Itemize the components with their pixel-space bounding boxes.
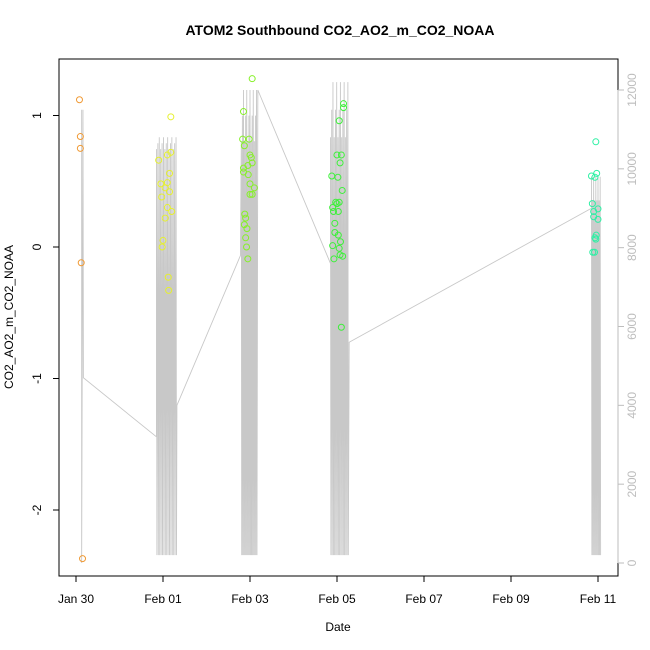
data-point: [159, 236, 167, 244]
data-point: [243, 225, 251, 233]
data-point: [166, 169, 174, 177]
data-point: [163, 204, 171, 212]
data-point: [334, 231, 342, 239]
x-tick-label: Feb 11: [580, 592, 617, 606]
secondary-series-lines: [81, 82, 602, 564]
data-point: [594, 215, 602, 223]
data-point: [242, 214, 250, 222]
data-point: [241, 210, 249, 218]
data-point: [331, 219, 339, 227]
data-point: [167, 113, 175, 121]
y2-axis: 0 2000 4000 6000 8000 10000 12000: [617, 73, 639, 566]
data-point: [76, 133, 84, 141]
data-point: [334, 173, 342, 181]
data-point: [246, 190, 254, 198]
secondary-trace: [81, 82, 602, 564]
y-tick-label: 1: [30, 112, 44, 119]
data-point: [592, 231, 600, 239]
x-tick-label: Feb 03: [231, 592, 269, 606]
y2-tick-label: 12000: [625, 73, 639, 107]
data-point: [250, 184, 258, 192]
data-point: [248, 190, 256, 198]
x-tick-label: Jan 30: [58, 592, 94, 606]
data-point: [334, 207, 342, 215]
y-axis-title: CO2_AO2_m_CO2_NOAA: [2, 245, 16, 389]
data-point: [335, 117, 343, 125]
data-point: [240, 142, 248, 150]
data-point: [248, 75, 256, 83]
data-point: [338, 186, 346, 194]
data-point: [332, 198, 340, 206]
data-point: [158, 243, 166, 251]
data-point: [244, 161, 252, 169]
y-tick-label: -1: [30, 373, 44, 384]
data-point: [330, 207, 338, 215]
x-tick-label: Feb 07: [405, 592, 443, 606]
data-point: [592, 138, 600, 146]
data-point: [336, 238, 344, 246]
data-point: [246, 180, 254, 188]
x-axis: Jan 30 Feb 01 Feb 03 Feb 05 Feb 07 Feb 09 Feb …: [58, 575, 617, 606]
data-point: [333, 200, 341, 208]
y-axis: 1 0 -1 -2: [30, 112, 60, 515]
data-point: [239, 135, 247, 143]
data-point: [242, 234, 250, 242]
y2-tick-label: 0: [625, 559, 639, 566]
data-point: [245, 135, 253, 143]
data-point: [244, 171, 252, 179]
data-point: [243, 243, 251, 251]
data-point: [594, 205, 602, 213]
data-point: [168, 207, 176, 215]
y2-tick-label: 4000: [625, 392, 639, 419]
data-point: [591, 173, 599, 181]
y2-tick-label: 6000: [625, 313, 639, 340]
data-point: [158, 193, 166, 201]
y2-tick-label: 2000: [625, 470, 639, 497]
data-point: [76, 144, 84, 152]
data-point: [244, 255, 252, 263]
data-point: [336, 159, 344, 167]
data-point: [592, 235, 600, 243]
data-point: [163, 151, 171, 159]
y2-tick-label: 10000: [625, 152, 639, 186]
y2-tick-label: 8000: [625, 234, 639, 261]
data-point: [340, 104, 348, 112]
data-point: [239, 108, 247, 116]
data-point: [591, 248, 599, 256]
data-point: [333, 151, 341, 159]
data-point: [161, 214, 169, 222]
data-point: [75, 96, 83, 104]
data-point: [246, 151, 254, 159]
data-point: [155, 156, 163, 164]
data-point: [329, 204, 337, 212]
x-tick-label: Feb 05: [318, 592, 356, 606]
x-tick-label: Feb 09: [492, 592, 530, 606]
data-point: [329, 242, 337, 250]
data-point: [593, 169, 601, 177]
data-point: [340, 100, 348, 108]
data-point: [339, 252, 347, 260]
data-point: [337, 151, 345, 159]
data-point: [163, 179, 171, 187]
chart-title: ATOM2 Southbound CO2_AO2_m_CO2_NOAA: [185, 22, 494, 38]
y-tick-label: 0: [30, 243, 44, 250]
data-point: [330, 255, 338, 263]
data-point: [165, 286, 173, 294]
data-point: [79, 555, 87, 563]
data-point: [157, 180, 165, 188]
data-point: [588, 200, 596, 208]
data-point: [335, 244, 343, 252]
x-tick-label: Feb 01: [144, 592, 182, 606]
data-point: [164, 273, 172, 281]
data-points: [75, 75, 602, 563]
y-tick-label: -2: [30, 504, 44, 515]
x-axis-title: Date: [325, 620, 351, 634]
data-point: [77, 259, 85, 267]
data-point: [337, 323, 345, 331]
data-point: [166, 188, 174, 196]
